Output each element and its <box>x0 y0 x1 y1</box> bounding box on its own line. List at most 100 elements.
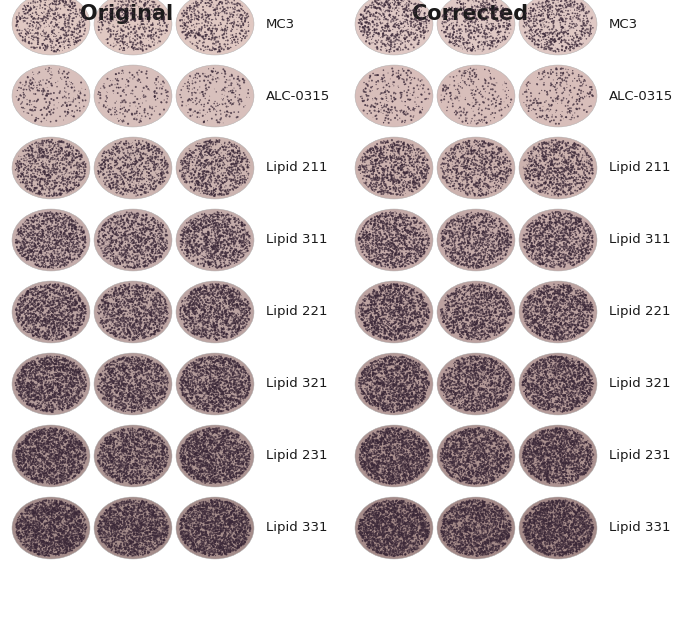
Point <box>394 308 405 318</box>
Point <box>566 521 577 531</box>
Point <box>79 456 90 466</box>
Point <box>115 14 126 24</box>
Point <box>44 393 55 403</box>
Point <box>394 460 405 470</box>
Point <box>491 312 502 322</box>
Point <box>121 434 132 443</box>
Point <box>125 430 136 440</box>
Point <box>43 429 54 439</box>
Point <box>204 469 215 479</box>
Point <box>534 445 545 455</box>
Point <box>445 531 456 541</box>
Point <box>501 522 512 532</box>
Point <box>393 144 404 154</box>
Point <box>234 325 245 335</box>
Point <box>379 72 390 82</box>
Point <box>551 504 562 514</box>
Point <box>66 257 77 267</box>
Point <box>398 537 409 547</box>
Point <box>36 287 47 297</box>
Point <box>102 248 113 258</box>
Point <box>121 234 132 244</box>
Point <box>186 151 197 160</box>
Point <box>71 530 82 540</box>
Point <box>46 519 57 529</box>
Point <box>573 221 584 231</box>
Point <box>397 156 408 165</box>
Point <box>368 465 379 475</box>
Point <box>232 326 242 336</box>
Point <box>200 522 211 532</box>
Point <box>203 452 214 462</box>
Point <box>473 290 484 300</box>
Point <box>206 188 217 198</box>
Point <box>401 234 412 244</box>
Point <box>65 6 76 16</box>
Point <box>206 376 216 386</box>
Point <box>28 517 39 527</box>
Point <box>216 353 227 363</box>
Point <box>188 535 199 545</box>
Point <box>370 521 381 531</box>
Point <box>73 180 84 190</box>
Point <box>136 309 147 319</box>
Point <box>77 157 88 167</box>
Point <box>382 428 393 438</box>
Point <box>493 455 504 465</box>
Point <box>110 400 121 410</box>
Point <box>116 431 127 441</box>
Point <box>571 220 582 230</box>
Point <box>138 520 149 530</box>
Point <box>400 498 411 508</box>
Point <box>153 463 164 473</box>
Point <box>119 161 129 171</box>
Point <box>551 465 562 475</box>
Point <box>64 93 75 103</box>
Point <box>49 280 60 290</box>
Point <box>382 525 393 535</box>
Point <box>529 236 540 246</box>
Point <box>51 210 62 220</box>
Point <box>571 394 582 404</box>
Point <box>414 467 425 477</box>
Point <box>127 392 138 402</box>
Point <box>208 397 219 407</box>
Point <box>236 14 247 24</box>
Point <box>185 503 196 513</box>
Point <box>584 174 595 183</box>
Point <box>40 432 51 442</box>
Point <box>51 457 62 467</box>
Point <box>27 326 38 336</box>
Point <box>242 310 253 320</box>
Point <box>558 215 569 225</box>
Point <box>471 228 482 238</box>
Point <box>380 91 391 101</box>
Point <box>436 90 447 100</box>
Point <box>77 458 88 468</box>
Point <box>445 297 456 307</box>
Point <box>133 169 144 179</box>
Point <box>536 536 547 546</box>
Point <box>177 236 188 246</box>
Point <box>381 214 392 224</box>
Point <box>543 255 553 265</box>
Point <box>371 392 382 402</box>
Point <box>128 516 139 526</box>
Point <box>29 447 40 457</box>
Point <box>568 144 579 154</box>
Point <box>214 231 225 241</box>
Point <box>485 72 496 82</box>
Point <box>455 359 466 369</box>
Point <box>456 284 467 294</box>
Point <box>417 532 428 542</box>
Point <box>549 467 560 477</box>
Point <box>572 186 583 196</box>
Point <box>112 245 123 255</box>
Point <box>534 330 545 340</box>
Point <box>112 285 123 295</box>
Point <box>416 531 427 541</box>
Point <box>479 250 490 260</box>
Point <box>445 376 456 386</box>
Point <box>363 458 374 468</box>
Point <box>208 294 219 304</box>
